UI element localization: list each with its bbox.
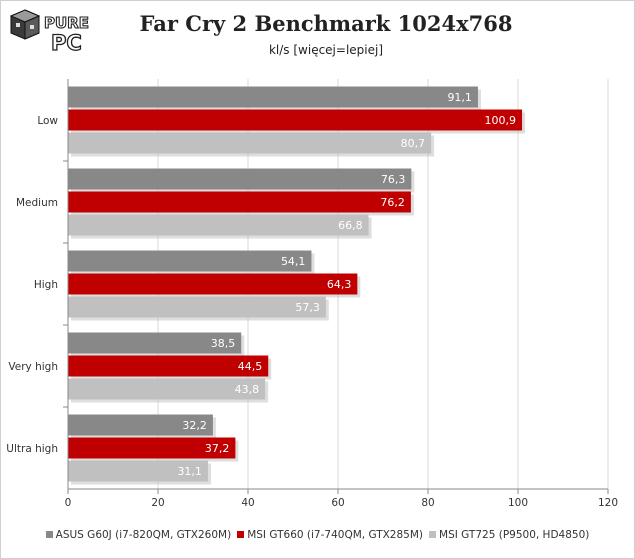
bar	[68, 168, 412, 190]
bar	[68, 273, 358, 295]
legend-item: MSI GT660 (i7-740QM, GTX285M)	[237, 529, 423, 541]
category-label: Low	[37, 115, 58, 127]
data-label: 38,5	[211, 337, 236, 350]
chart-title: Far Cry 2 Benchmark 1024x768	[139, 11, 513, 36]
category-label: High	[34, 279, 58, 291]
category-label: Medium	[16, 197, 58, 209]
legend-swatch	[237, 531, 245, 538]
x-tick-label: 120	[598, 497, 618, 509]
data-label: 64,3	[327, 278, 352, 291]
bar	[68, 214, 369, 236]
logo-word-bottom: PC	[51, 31, 82, 55]
bar-chart: 91,1 100,9 80,7 76,3 76,2 66,8 54,1 64,3 57,3 38,…	[6, 79, 618, 509]
legend-swatch	[429, 531, 437, 538]
bar	[68, 86, 478, 108]
bar	[68, 414, 213, 436]
axes: 0 20 40 60 80 100 120 Low Medium High Very high Ult…	[6, 79, 618, 509]
bar	[68, 460, 208, 482]
x-tick-label: 0	[65, 497, 72, 509]
data-label: 80,7	[401, 137, 426, 150]
category-label: Very high	[8, 361, 58, 373]
cube-icon	[9, 9, 41, 40]
data-label: 57,3	[295, 301, 320, 314]
legend-swatch	[45, 531, 53, 538]
legend-label: ASUS G60J (i7-820QM, GTX260M)	[55, 529, 232, 541]
x-tick-label: 60	[331, 497, 344, 509]
x-tick-label: 100	[508, 497, 528, 509]
data-label: 37,2	[205, 442, 230, 455]
bar	[68, 332, 242, 354]
data-label: 31,1	[177, 465, 202, 478]
legend-item: ASUS G60J (i7-820QM, GTX260M)	[45, 529, 232, 541]
legend: ASUS G60J (i7-820QM, GTX260M) MSI GT660 (…	[1, 529, 634, 541]
data-label: 100,9	[485, 114, 517, 127]
bar	[68, 191, 411, 213]
bar	[68, 132, 432, 154]
bar	[68, 355, 269, 377]
legend-label: MSI GT660 (i7-740QM, GTX285M)	[247, 529, 424, 541]
data-label: 76,3	[381, 173, 406, 186]
legend-item: MSI GT725 (P9500, HD4850)	[429, 529, 589, 541]
bar-group: 91,1 100,9 80,7 76,3 76,2 66,8 54,1 64,3 57,3 38,…	[68, 86, 526, 485]
data-label: 44,5	[238, 360, 263, 373]
data-label: 32,2	[182, 419, 207, 432]
bar	[68, 296, 326, 318]
data-label: 91,1	[447, 91, 472, 104]
data-label: 66,8	[338, 219, 363, 232]
x-tick-label: 20	[151, 497, 164, 509]
x-tick-label: 80	[421, 497, 434, 509]
data-label: 43,8	[235, 383, 260, 396]
chart-subtitle: kl/s [więcej=lepiej]	[268, 43, 384, 57]
bar	[68, 437, 236, 459]
category-label: Ultra high	[6, 443, 58, 455]
bar	[68, 250, 312, 272]
bar	[68, 109, 523, 131]
data-label: 76,2	[380, 196, 405, 209]
logo-word-top: PURE	[44, 14, 89, 32]
legend-label: MSI GT725 (P9500, HD4850)	[439, 529, 590, 541]
purepc-logo: PURE PC	[9, 9, 90, 56]
data-label: 54,1	[281, 255, 306, 268]
x-tick-label: 40	[241, 497, 254, 509]
bar	[68, 378, 266, 400]
